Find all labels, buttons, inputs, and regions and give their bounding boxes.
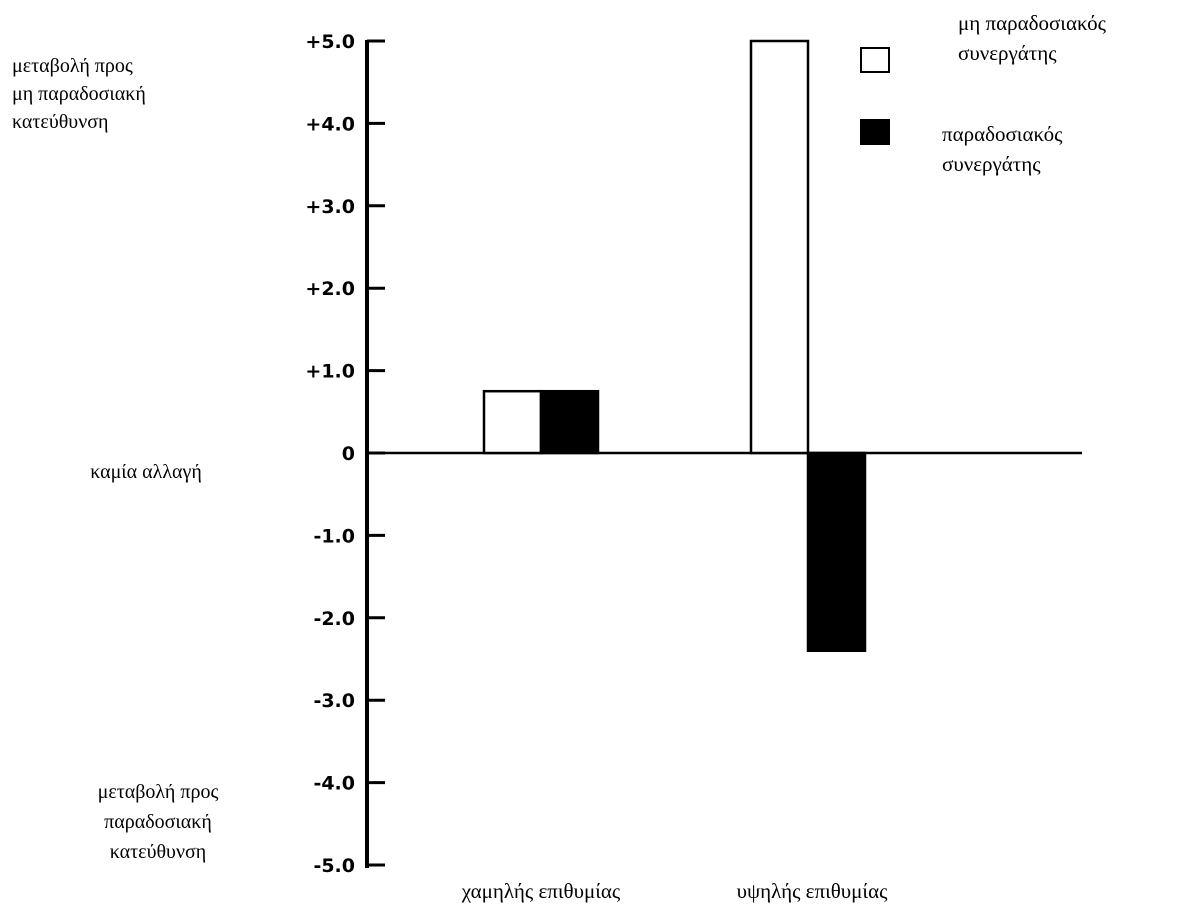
legend-label: συνεργάτης <box>942 152 1041 176</box>
category-label: υψηλής επιθυμίας <box>737 879 889 903</box>
y-tick-label: +3.0 <box>305 196 355 218</box>
bar <box>749 39 810 455</box>
y-tick-label: +2.0 <box>305 278 355 300</box>
y-tick-label: -1.0 <box>313 525 355 547</box>
legend-label: μη παραδοσιακός <box>958 11 1107 35</box>
y-tick-label: -4.0 <box>313 773 355 795</box>
annotation-nontraditional-direction: μεταβολή προς <box>12 55 133 77</box>
bar <box>539 389 600 455</box>
bar <box>806 451 867 653</box>
y-tick-label: -2.0 <box>313 608 355 630</box>
y-ticks: +5.0 +4.0 +3.0 +2.0 +1.0 0 -1.0 -2.0 -3.0 -4.0 -5.… <box>305 31 385 877</box>
annotation-nontraditional-direction: κατεύθυνση <box>12 111 108 133</box>
y-tick-label: +1.0 <box>305 361 355 383</box>
annotation-traditional-direction: κατεύθυνση <box>110 841 206 863</box>
bar <box>482 389 543 455</box>
y-tick-label: 0 <box>342 443 355 465</box>
annotation-no-change: καμία αλλαγή <box>90 461 202 483</box>
annotation-traditional-direction: μεταβολή προς <box>98 781 219 803</box>
category-labels: χαμηλής επιθυμίας υψηλής επιθυμίας <box>461 879 888 903</box>
legend-swatch <box>860 119 890 145</box>
category-label: χαμηλής επιθυμίας <box>461 879 621 903</box>
annotation-traditional-direction: παραδοσιακή <box>104 811 212 833</box>
bars <box>482 39 867 653</box>
y-tick-label: +4.0 <box>305 113 355 135</box>
y-tick-label: +5.0 <box>305 31 355 53</box>
y-tick-label: -3.0 <box>313 690 355 712</box>
legend-label: παραδοσιακός <box>942 122 1063 146</box>
y-tick-label: -5.0 <box>313 855 355 877</box>
legend-label: συνεργάτης <box>958 41 1057 65</box>
annotation-nontraditional-direction: μη παραδοσιακή <box>12 83 146 105</box>
y-annotations: μεταβολή προς μη παραδοσιακή κατεύθυνση καμ… <box>12 55 218 863</box>
legend-swatch <box>860 47 890 73</box>
legend: μη παραδοσιακός συνεργάτης παραδοσιακός συν… <box>860 11 1107 176</box>
